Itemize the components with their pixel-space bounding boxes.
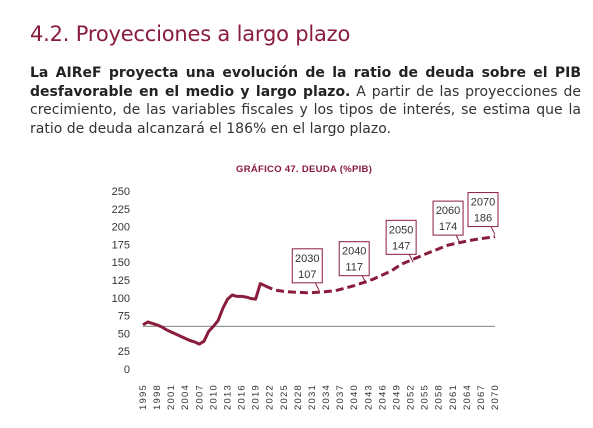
x-tick-label: 2043 [363,384,374,410]
x-tick-label: 2058 [434,384,445,410]
paragraph-text: A partir de las proyecciones de crecimie… [30,83,582,137]
x-tick-label: 2037 [335,384,346,410]
x-tick-label: 1995 [138,384,149,410]
annotation-box [467,192,499,228]
chart-title: GRÁFICO 47. DEUDA (%PIB) [236,164,373,175]
x-tick-label: 2067 [476,384,487,410]
x-tick-label: 2061 [448,384,459,410]
annotation-pointer [408,254,414,263]
series-layer [142,235,496,346]
annotation-2050: 2050 147 [385,219,417,263]
x-tick-label: 1998 [152,384,163,410]
x-tick-label: 2049 [391,384,402,410]
y-tick-label: 50 [118,328,130,340]
annotation-2060: 2060 174 [432,200,464,244]
x-tick-label: 2007 [194,384,205,410]
y-tick-label: 25 [118,346,130,358]
annotation-pointer [490,226,496,235]
annotation-box [385,219,417,255]
annotation-value: 117 [345,262,363,274]
annotation-2070: 2070 186 [467,192,499,235]
x-tick-label: 2004 [180,384,191,410]
y-tick-label: 200 [112,222,130,234]
x-tick-label: 2040 [349,384,360,410]
x-tick-label: 2019 [251,384,262,410]
annotation-2030: 2030 107 [291,248,323,292]
annotation-pointer [314,282,320,292]
x-tick-label: 2046 [377,384,388,410]
x-tick-label: 2055 [420,384,431,410]
annotation-value: 107 [298,269,316,281]
y-tick-label: 225 [112,204,130,216]
x-tick-label: 2010 [208,384,219,410]
historical-line [142,282,266,346]
y-tick-label: 100 [112,293,130,305]
projection-line [264,235,496,295]
annotation-year: 2050 [389,224,413,236]
x-tick-label: 2070 [490,384,501,410]
annotation-year: 2060 [436,205,460,217]
x-tick-label: 2028 [293,384,304,410]
y-tick-label: 75 [118,311,130,323]
annotation-year: 2030 [295,253,319,265]
intro-paragraph: La AIReF proyecta una evolución de la ra… [30,64,581,138]
annotation-year: 2070 [471,197,495,209]
paragraph-bold-text: La AIReF proyecta una evolución de la ra… [30,65,581,100]
x-tick-label: 2034 [321,384,332,410]
y-tick-label: 175 [112,239,130,251]
y-axis: 0 25 50 75 100 125 150 175 200 225 250 [112,186,130,376]
annotation-box [291,248,323,284]
annotation-value: 147 [392,240,410,252]
x-tick-label: 2052 [406,384,417,410]
annotation-2040: 2040 117 [338,241,370,284]
y-tick-label: 0 [124,364,130,376]
y-tick-label: 150 [112,257,130,269]
x-tick-label: 2013 [222,384,233,410]
annotation-box [432,200,464,236]
y-tick-label: 125 [112,275,130,287]
x-tick-label: 2022 [265,384,276,410]
x-axis: 1995 1998 2001 2004 2007 2010 2013 2016 2019 2022… [138,384,501,410]
annotation-pointer [455,234,461,244]
annotation-box [338,241,370,277]
annotation-year: 2040 [342,246,366,258]
annotation-value: 186 [474,213,492,225]
annotation-pointer [361,275,367,284]
y-tick-label: 250 [112,186,130,198]
x-tick-label: 2001 [166,384,177,410]
x-tick-label: 2025 [279,384,290,410]
x-tick-label: 2031 [307,384,318,410]
x-tick-label: 2016 [237,384,248,410]
x-tick-label: 2064 [462,384,473,410]
annotation-value: 174 [439,221,457,233]
annotation-layer: 2030 107 2040 117 2050 147 2060 174 2070 186 [291,192,499,292]
section-title: 4.2. Proyecciones a largo plazo [30,22,351,46]
